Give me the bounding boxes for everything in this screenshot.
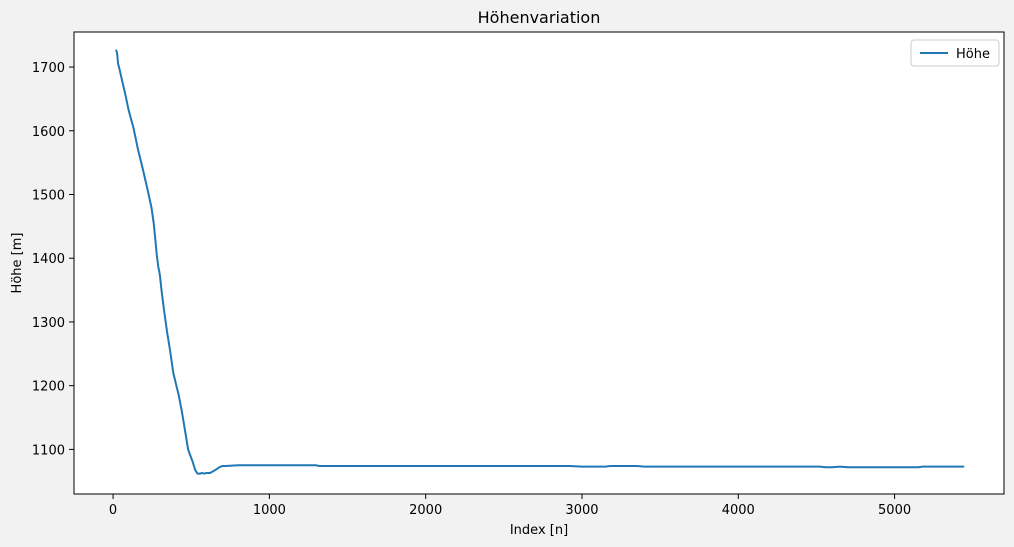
x-tick-label: 1000 — [253, 503, 286, 518]
series-line-hoehe — [115, 49, 965, 475]
legend-label-hoehe: Höhe — [956, 47, 990, 62]
legend-box — [910, 39, 1000, 67]
x-axis-ticks: 0 1000 2000 3000 4000 5000 — [109, 494, 911, 518]
y-tick-label: 1500 — [32, 188, 65, 203]
y-axis-label: Höhe [m] — [10, 233, 25, 294]
y-tick-label: 1100 — [32, 443, 65, 458]
x-tick-label: 3000 — [565, 503, 598, 518]
legend: Höhe — [910, 39, 1000, 67]
y-tick-label: 1300 — [32, 316, 65, 331]
plot-frame — [73, 31, 1005, 495]
plot-area — [74, 32, 1004, 494]
y-tick-label: 1400 — [32, 252, 65, 267]
x-tick-label: 4000 — [722, 503, 755, 518]
chart-title: Höhenvariation — [478, 8, 601, 27]
y-tick-label: 1700 — [32, 61, 65, 76]
y-tick-label: 1200 — [32, 380, 65, 395]
y-axis-ticks: 1100 1200 1300 1400 1500 1600 1700 — [32, 61, 74, 458]
x-tick-label: 5000 — [878, 503, 911, 518]
y-tick-label: 1600 — [32, 125, 65, 140]
x-axis-label: Index [n] — [510, 523, 568, 538]
x-tick-label: 2000 — [409, 503, 442, 518]
series-layer — [115, 49, 965, 475]
x-tick-label: 0 — [109, 503, 117, 518]
